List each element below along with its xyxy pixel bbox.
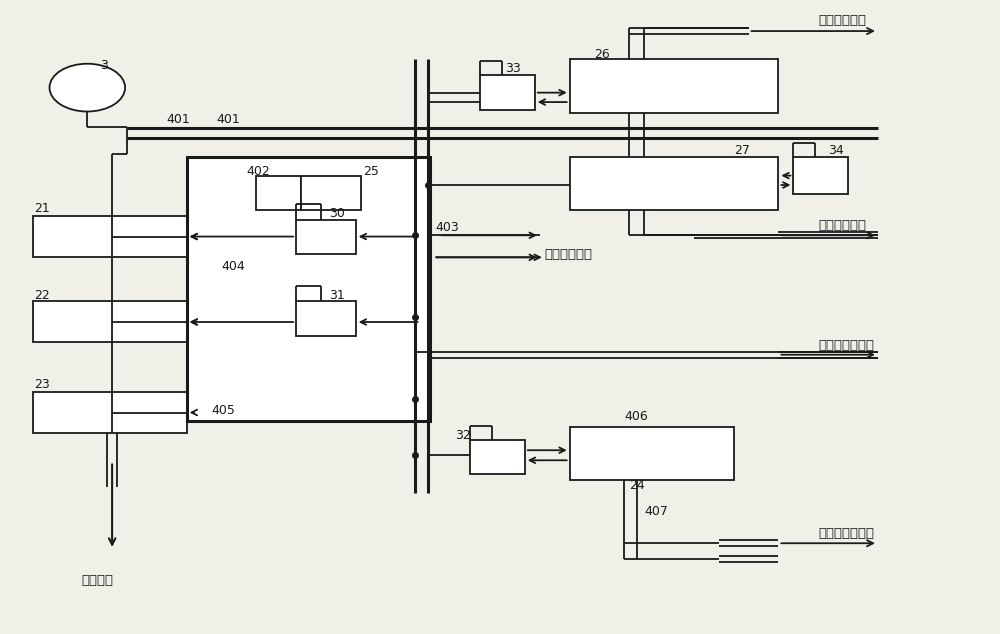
Text: 405: 405 [212, 403, 235, 417]
Text: 液力变矩器方向: 液力变矩器方向 [818, 339, 874, 352]
Text: 3: 3 [100, 59, 108, 72]
Text: 30: 30 [329, 207, 345, 220]
Text: 403: 403 [435, 221, 459, 234]
Text: 次级带轮方向: 次级带轮方向 [818, 219, 866, 233]
Bar [793, 157, 848, 195]
Bar [296, 301, 356, 336]
Text: 404: 404 [222, 260, 245, 273]
Text: 401: 401 [167, 113, 191, 126]
Text: 初级带轮方向: 初级带轮方向 [818, 14, 866, 27]
Bar [470, 439, 525, 474]
Text: 32: 32 [455, 429, 471, 442]
Text: 407: 407 [644, 505, 668, 519]
Text: 401: 401 [217, 113, 240, 126]
Text: 21: 21 [35, 202, 50, 216]
Text: 33: 33 [505, 62, 521, 75]
Text: 22: 22 [35, 288, 50, 302]
Text: 27: 27 [734, 144, 750, 157]
Text: 23: 23 [35, 378, 50, 391]
Bar [570, 157, 778, 210]
Text: 润滑方向: 润滑方向 [81, 574, 113, 588]
Bar [33, 392, 187, 433]
Text: 锁止离合器方向: 锁止离合器方向 [818, 527, 874, 540]
Text: 24: 24 [629, 479, 645, 492]
Text: 402: 402 [246, 165, 270, 178]
Bar [570, 60, 778, 113]
Bar [301, 176, 361, 210]
Bar [570, 427, 734, 481]
Bar [33, 216, 187, 257]
Text: 406: 406 [624, 410, 648, 423]
Bar [187, 157, 430, 421]
Text: 31: 31 [329, 288, 345, 302]
Bar [33, 301, 187, 342]
Bar [256, 176, 301, 210]
Bar [480, 75, 535, 110]
Text: 各离合器方向: 各离合器方向 [545, 248, 593, 261]
Circle shape [50, 64, 125, 112]
Bar [296, 219, 356, 254]
Text: 26: 26 [594, 48, 610, 61]
Text: 25: 25 [363, 165, 379, 178]
Text: 34: 34 [828, 144, 844, 157]
